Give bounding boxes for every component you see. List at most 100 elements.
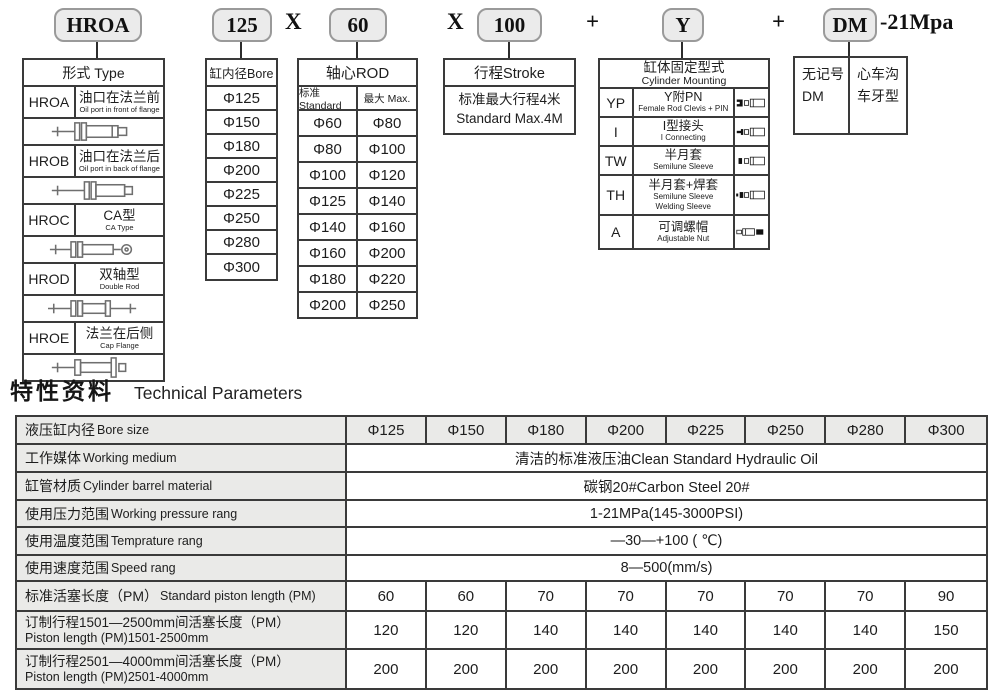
rod-max-value: Φ160 [368,218,406,236]
mounting-desc-en: Semilune Sleeve [653,192,714,202]
mounting-desc-en2: Welding Sleeve [655,201,711,211]
mounting-desc-en: I Connecting [660,133,706,143]
mounting-table-header: 缸体固定型式 Cylinder Mounting [600,60,768,89]
param-label-zh: 缸管材质 [25,478,81,494]
type-desc-en: Double Rod [99,281,140,291]
type-desc-zh: 油口在法兰前 [79,90,160,105]
code-badge-rod: 60 [329,8,387,42]
mounting-row-a: A 可调螺帽 Adjustable Nut [600,216,768,248]
rod-row: Φ160 Φ200 [299,241,416,267]
code-badge-model: HROA [54,8,142,42]
param-label-zh: 使用速度范围 [25,560,109,576]
rod-standard-value: Φ180 [299,267,358,291]
adjustable-nut-icon [735,216,768,248]
dm-table: 无记号 DM 心车沟 车牙型 [793,56,908,135]
param-label-working-medium: 工作媒体 Working medium [17,445,347,473]
bore-value: Φ280 [207,231,276,255]
param-label-en: Cylinder barrel material [83,479,213,493]
mounting-desc-zh: 可调螺帽 [658,219,709,234]
param-label-standard-piston-length: 标准活塞长度（PM） Standard piston length (PM) [17,582,347,612]
section-title-en: Technical Parameters [134,383,303,403]
rod-standard-value: Φ100 [299,163,358,187]
rod-table-header: 轴心ROD [299,60,416,87]
code-badge-dm: DM [823,8,877,42]
piston-length-1501-2500-value: 140 [506,612,587,650]
type-row-hrod: HROD 双轴型 Double Rod [24,264,163,296]
bore-column-header: Φ280 [826,417,907,445]
stroke-table-header: 行程Stroke [445,60,574,87]
bore-value: Φ250 [207,207,276,231]
piston-length-1501-2500-value: 140 [666,612,747,650]
type-desc-zh: 双轴型 [99,267,140,282]
rod-col-max: 最大 Max. [363,92,411,105]
connector-line-bore [240,42,242,58]
bore-column-header: Φ225 [666,417,747,445]
rod-standard-value: Φ80 [299,137,358,161]
i-connecting-icon [735,118,768,145]
std-piston-length-value: 70 [506,582,587,612]
mounting-desc-zh: 半月套+焊套 [648,178,719,193]
type-desc-en: Oil port in back of flange [79,163,160,173]
code-separator-x2: X [447,9,464,34]
bore-column-header: Φ200 [586,417,667,445]
bore-value: Φ180 [207,135,276,159]
bore-column-header: Φ300 [906,417,986,445]
mounting-code: YP [600,89,634,116]
param-label-en: Standard piston length (PM) [160,589,316,603]
connector-line-mounting [681,42,683,58]
param-label-barrel-material: 缸管材质 Cylinder barrel material [17,473,347,501]
type-row-hroe: HROE 法兰在后侧 Cap Flange [24,323,163,355]
type-desc-en: Cap Flange [100,340,139,350]
rod-row: Φ200 Φ250 [299,293,416,317]
pressure-range-value: 1-21MPa(145-3000PSI) [347,501,986,528]
stroke-line-en: Standard Max.4M [456,111,563,126]
std-piston-length-value: 70 [586,582,667,612]
code-separator-plus1: + [586,9,600,34]
code-badge-bore: 125 [212,8,272,42]
hrod-cylinder-drawing-icon [24,296,163,323]
type-code: HROB [24,146,76,176]
mounting-desc-zh: Y附PN [664,90,703,105]
semilune-welding-sleeve-icon [735,176,768,214]
mounting-desc-zh: I型接头 [662,119,704,134]
mounting-row-tw: TW 半月套 Semilune Sleeve [600,147,768,176]
rod-standard-value: Φ60 [299,111,358,135]
piston-length-1501-2500-value: 140 [746,612,827,650]
piston-length-1501-2500-value: 140 [586,612,667,650]
speed-range-value: 8—500(mm/s) [347,556,986,582]
type-code: HROE [24,323,76,353]
hroc-cylinder-drawing-icon [24,237,163,264]
bore-column-header: Φ150 [426,417,507,445]
dm-desc-line2: 车牙型 [857,87,899,104]
rod-standard-value: Φ200 [299,293,358,317]
code-separator-plus2: + [772,9,786,34]
bore-value: Φ150 [207,111,276,135]
piston-length-2501-4000-value: 200 [826,650,907,688]
connector-line-dm [848,42,850,56]
technical-parameters-table: 液压缸内径 Bore size Φ125 Φ150 Φ180 Φ200 Φ225… [15,415,988,690]
param-label-en: Temprature rang [111,534,203,548]
type-code: HROC [24,205,76,235]
mounting-row-th: TH 半月套+焊套 Semilune Sleeve Welding Sleeve [600,176,768,216]
rod-max-value: Φ120 [368,166,406,184]
mounting-row-i: I I型接头 I Connecting [600,118,768,147]
param-label-zh: 订制行程1501—2500mm间活塞长度（PM） [25,615,290,631]
rod-standard-value: Φ125 [299,189,358,213]
type-table: 形式 Type HROA 油口在法兰前 Oil port in front of… [22,58,165,382]
param-label-piston-length-1501-2500: 订制行程1501—2500mm间活塞长度（PM） Piston length (… [17,612,347,650]
type-code: HROD [24,264,76,294]
rod-max-value: Φ80 [372,114,402,132]
param-label-en: Working pressure rang [111,506,238,521]
bore-column-header: Φ125 [347,417,427,445]
param-label-zh: 使用压力范围 [25,505,109,522]
param-label-temperature-range: 使用温度范围 Temprature rang [17,528,347,556]
rod-row: Φ180 Φ220 [299,267,416,293]
mounting-desc-en: Adjustable Nut [657,233,710,243]
type-row-hroa: HROA 油口在法兰前 Oil port in front of flange [24,87,163,119]
rod-subheader-row: 标准Standard 最大 Max. [299,87,416,112]
std-piston-length-value: 60 [347,582,427,612]
mounting-table: 缸体固定型式 Cylinder Mounting YP Y附PN Female … [598,58,770,250]
type-row-hroc: HROC CA型 CA Type [24,205,163,237]
std-piston-length-value: 70 [746,582,827,612]
hroe-cylinder-drawing-icon [24,355,163,380]
